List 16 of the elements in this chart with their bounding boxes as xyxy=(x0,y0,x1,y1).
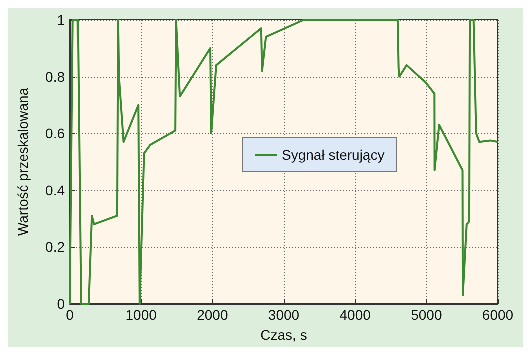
y-tick-label: 0.8 xyxy=(46,68,66,85)
line-series xyxy=(69,19,499,305)
x-tick-label: 6000 xyxy=(482,307,514,323)
y-tick-label: 0.6 xyxy=(46,126,66,142)
x-tick-label: 3000 xyxy=(268,307,300,323)
x-tick-label: 2000 xyxy=(197,307,228,323)
y-tick-label: 1 xyxy=(57,12,66,28)
y-tick-label: 0 xyxy=(57,296,66,312)
y-axis-title: Wartość przeskalowana xyxy=(15,88,31,236)
y-tick-label: 0.2 xyxy=(46,239,66,256)
x-axis-title: Czas, s xyxy=(260,327,308,343)
y-tick-label: 0.4 xyxy=(46,182,66,198)
x-tick-label: 1000 xyxy=(126,307,158,323)
x-tick-label: 4000 xyxy=(340,307,372,323)
x-tick-label: 5000 xyxy=(411,307,442,323)
legend-label: Sygnał sterujący xyxy=(282,147,385,163)
